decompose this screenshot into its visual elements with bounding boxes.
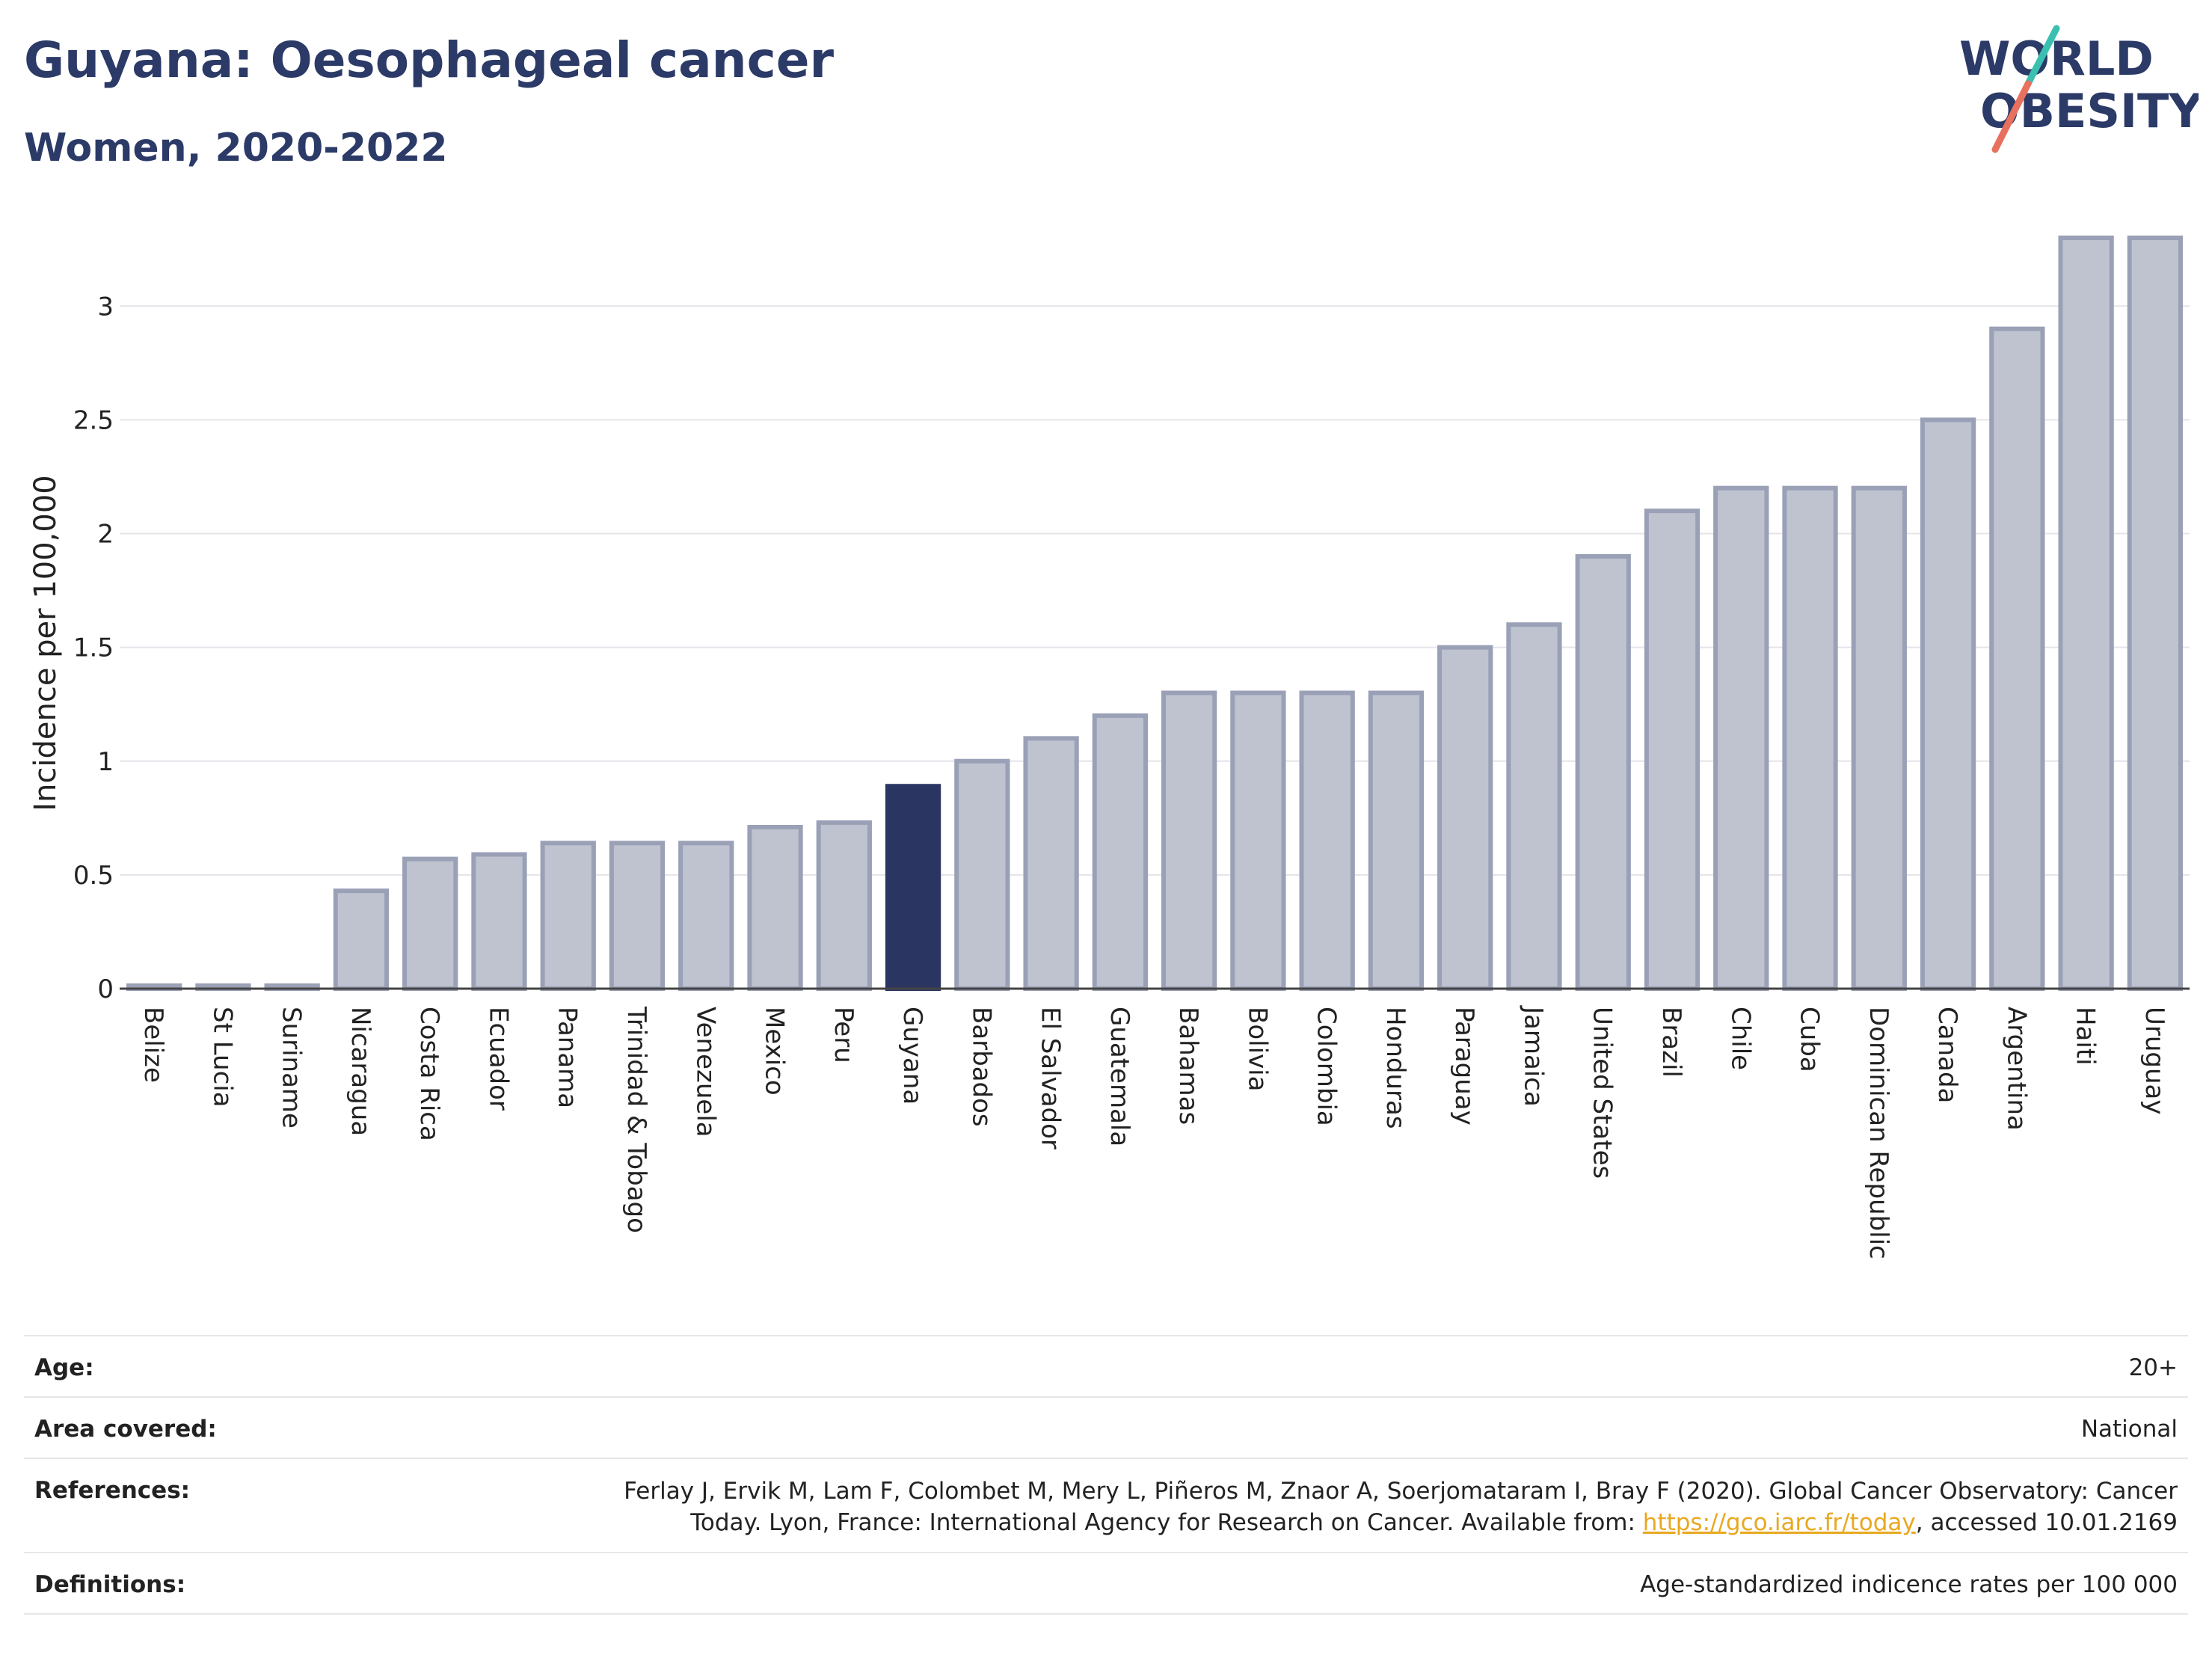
x-tick-label: Chile bbox=[1725, 1007, 1755, 1070]
page-title: Guyana: Oesophageal cancer bbox=[24, 31, 835, 89]
x-tick-label: Argentina bbox=[2001, 1007, 2031, 1131]
x-tick-label: Mexico bbox=[760, 1007, 790, 1096]
x-tick-label: Guyana bbox=[897, 1007, 927, 1105]
y-tick-label: 1 bbox=[97, 747, 114, 777]
y-tick-label: 2.5 bbox=[73, 405, 114, 435]
bar bbox=[816, 820, 872, 992]
x-tick-label: Peru bbox=[829, 1007, 858, 1063]
logo-text-world: WORLD bbox=[1959, 31, 2154, 86]
bar-chart: 0 0.5 1 1.5 2 2.5 3 Belize St Lucia Suriname Nica… bbox=[28, 236, 2190, 1259]
bar bbox=[1851, 485, 1907, 991]
meta-row-age: Age: 20+ bbox=[24, 1335, 2188, 1396]
logo-slash-red bbox=[1991, 80, 2032, 153]
x-tick-label: El Salvador bbox=[1036, 1007, 1066, 1149]
bars bbox=[126, 236, 2184, 992]
bar bbox=[678, 841, 734, 991]
x-tick-label: Venezuela bbox=[690, 1007, 720, 1137]
y-tick-label: 2 bbox=[97, 520, 114, 550]
meta-row-definitions: Definitions: Age-standardized indicence … bbox=[24, 1552, 2188, 1615]
references-line-2: Today. Lyon, France: International Agenc… bbox=[624, 1507, 2178, 1538]
x-tick-label: Costa Rica bbox=[414, 1007, 444, 1141]
grid-lines bbox=[120, 305, 2190, 876]
x-tick-label: St Lucia bbox=[207, 1007, 237, 1108]
references-line-1: Ferlay J, Ervik M, Lam F, Colombet M, Me… bbox=[624, 1478, 2178, 1505]
x-tick-label: Suriname bbox=[277, 1007, 307, 1129]
x-tick-label: Cuba bbox=[1795, 1007, 1825, 1072]
y-tick-label: 1.5 bbox=[73, 633, 114, 663]
bar bbox=[747, 824, 803, 992]
meta-value-references: Ferlay J, Ervik M, Lam F, Colombet M, Me… bbox=[624, 1476, 2178, 1538]
x-tick-label: Dominican Republic bbox=[1864, 1007, 1893, 1259]
meta-value-definitions: Age-standardized indicence rates per 100… bbox=[1640, 1571, 2178, 1598]
meta-row-area: Area covered: National bbox=[24, 1396, 2188, 1458]
bar bbox=[1368, 690, 1425, 991]
bar bbox=[1782, 485, 1838, 991]
x-tick-label: Canada bbox=[1932, 1007, 1962, 1103]
y-tick-label: 0.5 bbox=[73, 861, 114, 891]
x-tick-label: Honduras bbox=[1380, 1007, 1410, 1129]
meta-label-definitions: Definitions: bbox=[34, 1571, 186, 1598]
bar bbox=[1437, 645, 1493, 991]
x-tick-label: Bolivia bbox=[1242, 1007, 1272, 1091]
x-tick-label: United States bbox=[1588, 1007, 1617, 1179]
meta-label-area: Area covered: bbox=[34, 1416, 217, 1443]
bar bbox=[1230, 690, 1286, 991]
x-tick-label: Brazil bbox=[1656, 1007, 1686, 1078]
metadata-table: Age: 20+ Area covered: National Referenc… bbox=[24, 1335, 2188, 1615]
x-tick-label: Guatemala bbox=[1105, 1007, 1134, 1146]
x-tick-label: Trinidad & Tobago bbox=[621, 1006, 651, 1233]
meta-label-age: Age: bbox=[34, 1354, 94, 1381]
x-tick-label: Paraguay bbox=[1449, 1007, 1479, 1126]
bar bbox=[1299, 690, 1355, 991]
bar bbox=[402, 856, 458, 991]
bar bbox=[1920, 417, 1976, 991]
references-line-2-post: , accessed 10.01.2169 bbox=[1915, 1509, 2178, 1536]
x-tick-label: Colombia bbox=[1312, 1007, 1342, 1126]
bar bbox=[609, 841, 666, 991]
meta-label-references: References: bbox=[34, 1477, 191, 1504]
x-tick-label: Belize bbox=[138, 1007, 168, 1083]
bar bbox=[1644, 509, 1701, 991]
bar-highlighted bbox=[885, 784, 941, 991]
bar bbox=[1092, 713, 1149, 992]
bar bbox=[1023, 736, 1079, 991]
x-tick-label: Uruguay bbox=[2139, 1007, 2169, 1115]
bar bbox=[1506, 622, 1562, 991]
bar bbox=[1989, 326, 2045, 991]
logo-slash-teal bbox=[2024, 25, 2060, 87]
bar bbox=[2127, 236, 2184, 991]
world-obesity-logo: WORLD OBESITY bbox=[1959, 25, 2199, 153]
y-axis-label: Incidence per 100,000 bbox=[28, 475, 63, 811]
bar bbox=[1161, 690, 1217, 991]
x-tick-label: Ecuador bbox=[483, 1007, 513, 1111]
meta-value-area: National bbox=[2080, 1416, 2178, 1443]
page-subtitle: Women, 2020-2022 bbox=[24, 126, 448, 171]
x-tick-label: Barbados bbox=[966, 1007, 996, 1127]
bar bbox=[2058, 236, 2114, 991]
x-tick-label: Panama bbox=[553, 1007, 583, 1108]
bar bbox=[471, 852, 527, 991]
x-tick-label: Nicaragua bbox=[345, 1007, 375, 1136]
x-tick-label: Haiti bbox=[2071, 1007, 2101, 1066]
y-tick-label: 3 bbox=[97, 292, 114, 322]
bar bbox=[1575, 553, 1631, 991]
y-tick-label: 0 bbox=[97, 974, 114, 1004]
references-link[interactable]: https://gco.iarc.fr/today bbox=[1642, 1509, 1916, 1536]
bar bbox=[1713, 485, 1769, 991]
references-line-2-pre: Today. Lyon, France: International Agenc… bbox=[690, 1509, 1643, 1536]
bar bbox=[540, 841, 596, 991]
bar bbox=[954, 758, 1010, 991]
x-tick-label: Jamaica bbox=[1518, 1005, 1548, 1107]
bar bbox=[333, 888, 390, 992]
meta-value-age: 20+ bbox=[2128, 1354, 2178, 1381]
meta-row-references: References: Ferlay J, Ervik M, Lam F, Co… bbox=[24, 1458, 2188, 1552]
x-tick-label: Bahamas bbox=[1173, 1007, 1203, 1125]
x-tick-labels: Belize St Lucia Suriname Nicaragua Costa Ric… bbox=[138, 1005, 2169, 1259]
y-tick-labels: 0 0.5 1 1.5 2 2.5 3 bbox=[73, 292, 114, 1004]
